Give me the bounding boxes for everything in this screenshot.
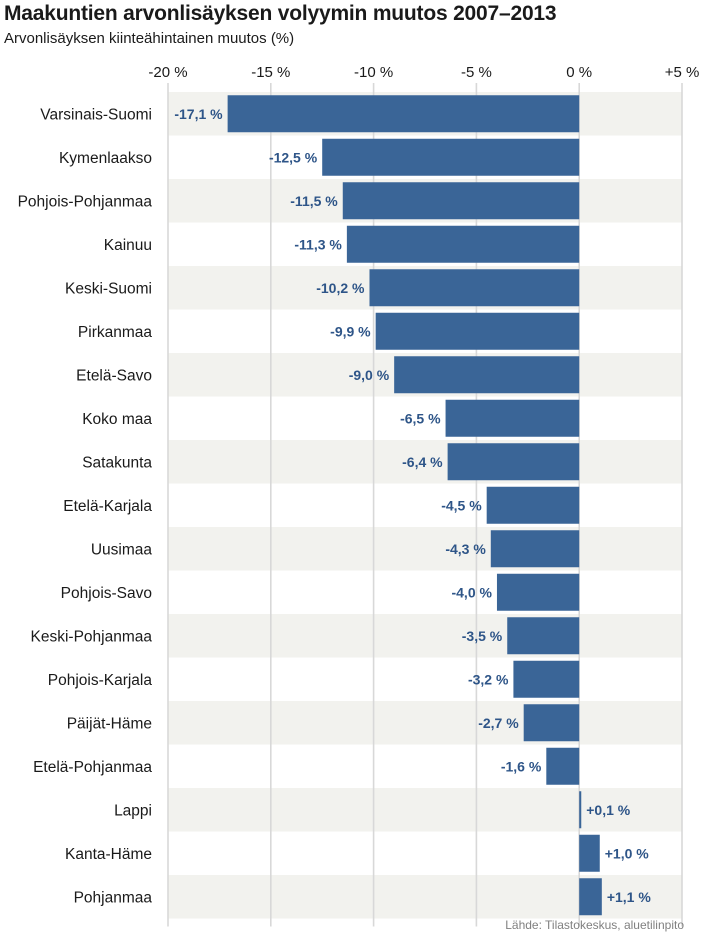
data-label: -17,1 %: [174, 106, 223, 122]
bar: [346, 225, 580, 263]
category-label: Keski-Pohjanmaa: [31, 628, 153, 645]
data-label: +0,1 %: [586, 802, 631, 818]
chart-subtitle: Arvonlisäyksen kiinteähintainen muutos (…: [4, 30, 295, 47]
x-tick-label: -15 %: [251, 64, 290, 81]
data-label: -3,2 %: [468, 671, 509, 687]
row-band: [168, 701, 682, 745]
bar: [579, 878, 602, 916]
category-label: Etelä-Karjala: [63, 498, 152, 515]
row-band: [168, 788, 682, 832]
category-label: Etelä-Savo: [76, 367, 152, 384]
bar: [523, 704, 580, 742]
data-label: -9,9 %: [330, 323, 371, 339]
bar: [342, 182, 580, 220]
x-tick-label: -20 %: [148, 64, 187, 81]
category-label: Keski-Suomi: [65, 280, 152, 297]
category-label: Pohjanmaa: [74, 889, 153, 906]
bar: [496, 573, 580, 611]
bar: [394, 356, 580, 394]
x-tick-label: 0 %: [566, 64, 592, 81]
bar: [579, 791, 582, 829]
x-tick-label: -10 %: [354, 64, 393, 81]
bar: [579, 834, 600, 872]
data-label: -4,3 %: [445, 541, 486, 557]
category-label: Kainuu: [104, 237, 152, 254]
category-label: Kymenlaakso: [59, 150, 152, 167]
data-label: -6,5 %: [400, 410, 441, 426]
bar: [227, 95, 580, 133]
category-label: Satakunta: [82, 454, 152, 471]
row-band: [168, 527, 682, 571]
category-label: Pohjois-Savo: [61, 585, 152, 602]
data-label: -6,4 %: [402, 454, 443, 470]
data-label: +1,0 %: [605, 845, 650, 861]
category-label: Lappi: [114, 802, 152, 819]
bar: [369, 269, 580, 307]
category-label: Varsinais-Suomi: [40, 106, 152, 123]
data-label: -4,0 %: [451, 584, 492, 600]
bar: [375, 312, 580, 350]
row-band: [168, 614, 682, 658]
category-label: Pohjois-Karjala: [48, 672, 153, 689]
data-label: -3,5 %: [462, 628, 503, 644]
bar: [322, 138, 580, 176]
category-label: Pohjois-Pohjanmaa: [18, 193, 153, 210]
bar: [447, 443, 580, 481]
x-tick-label: +5 %: [665, 64, 700, 81]
data-label: -9,0 %: [349, 367, 390, 383]
bar: [486, 486, 580, 524]
data-label: -1,6 %: [501, 758, 542, 774]
category-label: Päijät-Häme: [67, 715, 152, 732]
data-label: -10,2 %: [316, 280, 365, 296]
data-label: -12,5 %: [269, 149, 318, 165]
category-label: Koko maa: [82, 411, 152, 428]
bar: [490, 530, 580, 568]
chart-title: Maakuntien arvonlisäyksen volyymin muuto…: [4, 2, 557, 25]
source-note: Lähde: Tilastokeskus, aluetilinpito: [505, 918, 684, 932]
data-label: -4,5 %: [441, 497, 482, 513]
row-band: [168, 440, 682, 484]
row-band: [168, 875, 682, 919]
category-label: Kanta-Häme: [65, 846, 152, 863]
bar: [546, 747, 580, 785]
data-label: -2,7 %: [478, 715, 519, 731]
category-label: Pirkanmaa: [78, 324, 152, 341]
data-label: +1,1 %: [607, 889, 652, 905]
x-tick-label: -5 %: [461, 64, 492, 81]
category-label: Uusimaa: [91, 541, 153, 558]
data-label: -11,5 %: [290, 193, 338, 209]
data-label: -11,3 %: [294, 236, 342, 252]
bar: [513, 660, 580, 698]
bar: [445, 399, 580, 437]
category-label: Etelä-Pohjanmaa: [33, 759, 152, 776]
bar: [507, 617, 580, 655]
